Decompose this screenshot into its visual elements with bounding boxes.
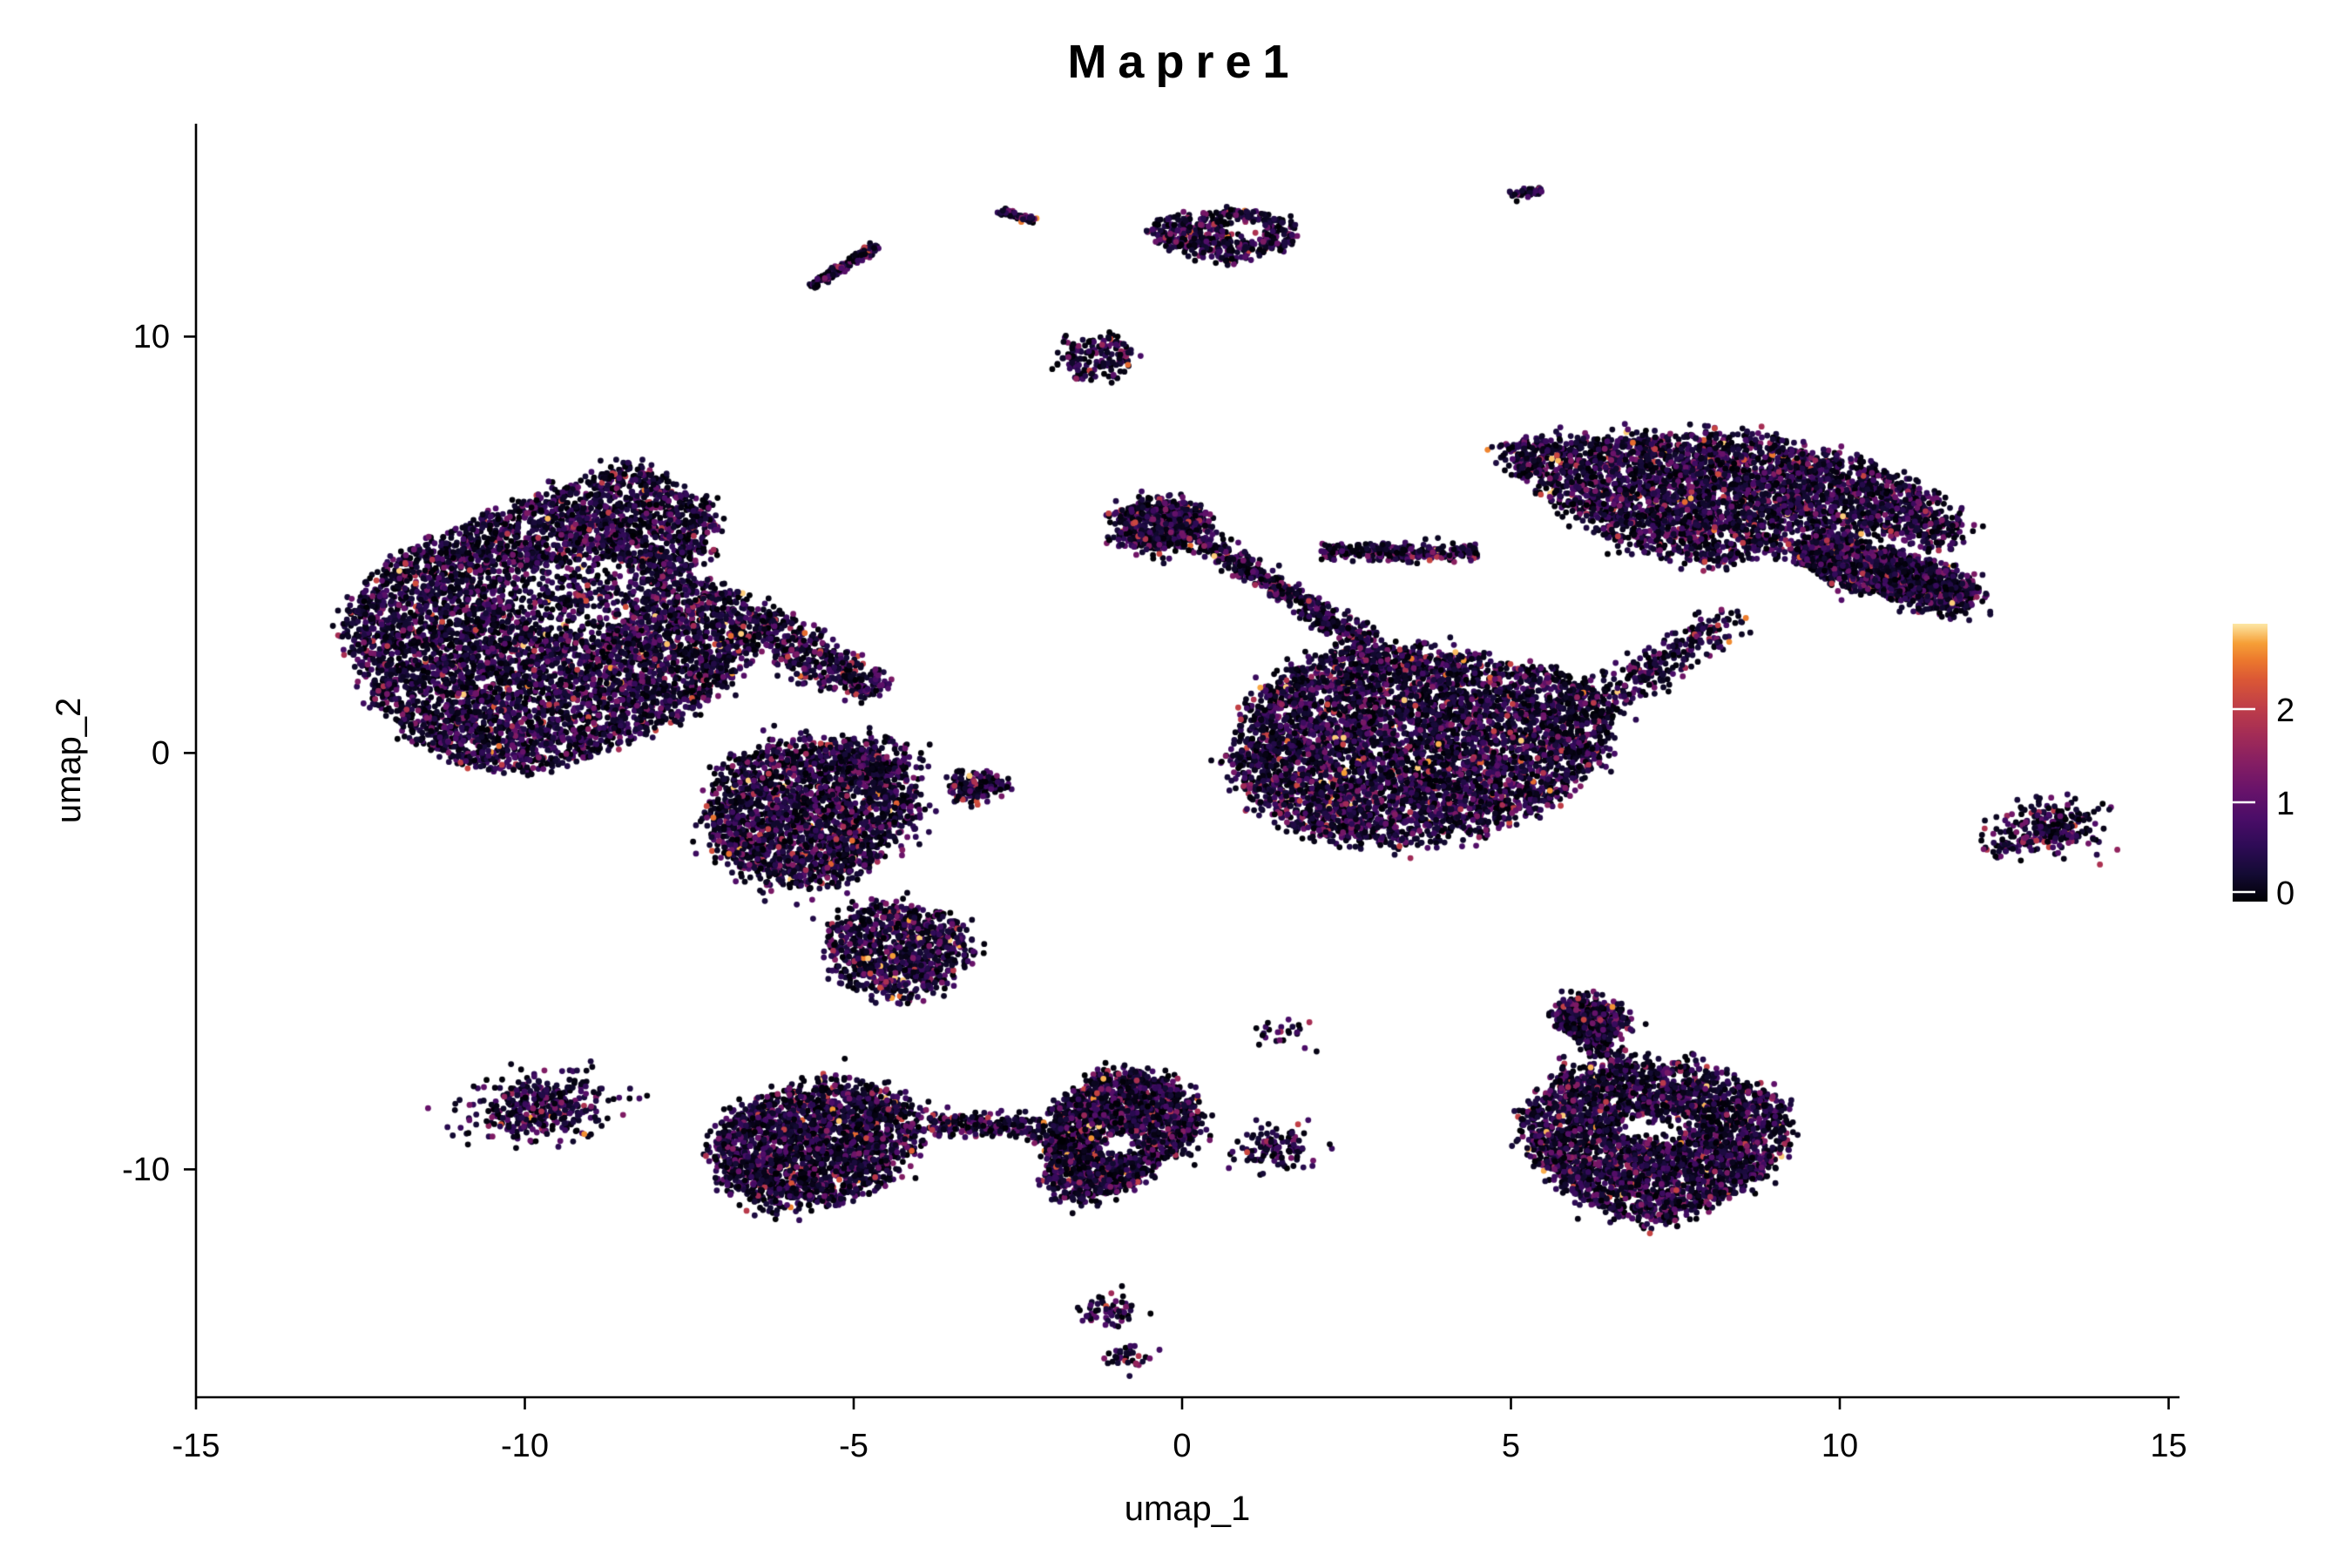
svg-text:umap_2: umap_2 [50,698,88,824]
svg-text:2: 2 [2276,693,2295,729]
svg-text:-15: -15 [172,1428,220,1464]
svg-text:-10: -10 [501,1428,549,1464]
svg-text:10: 10 [1821,1428,1858,1464]
svg-text:5: 5 [1502,1428,1520,1464]
svg-text:-5: -5 [839,1428,868,1464]
svg-text:0: 0 [1173,1428,1191,1464]
svg-text:0: 0 [152,735,170,772]
svg-text:15: 15 [2150,1428,2186,1464]
svg-text:1: 1 [2276,786,2295,822]
svg-text:-10: -10 [122,1152,170,1188]
svg-text:10: 10 [133,319,170,355]
svg-text:umap_1: umap_1 [1125,1490,1251,1528]
svg-text:0: 0 [2276,875,2295,912]
